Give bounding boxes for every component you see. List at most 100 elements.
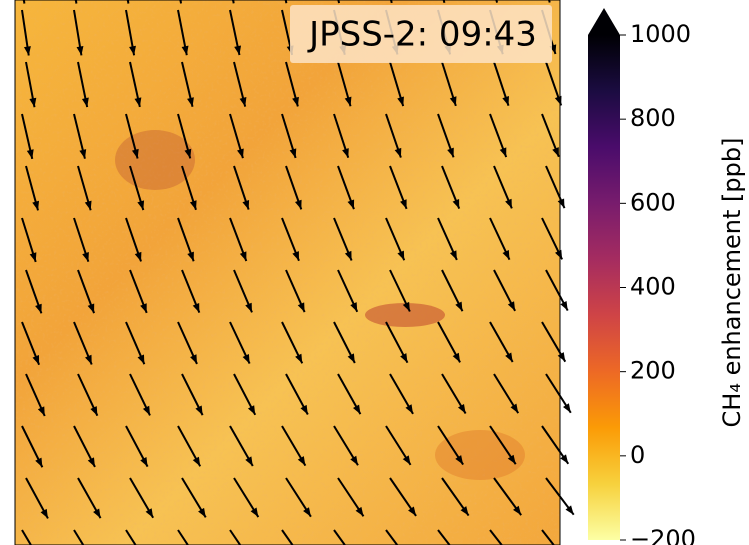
wind-arrow-head bbox=[245, 456, 253, 466]
wind-arrow-head bbox=[85, 354, 92, 365]
wind-arrow-head bbox=[87, 303, 95, 314]
wind-arrow-shaft bbox=[125, 529, 137, 545]
wind-arrow-head bbox=[397, 96, 404, 107]
colorbar: −200 0 200 400 600 800 1000 CH₄ enhancement [pp… bbox=[588, 8, 746, 545]
wind-arrow-head bbox=[513, 505, 522, 516]
wind-arrow-head bbox=[499, 147, 507, 158]
wind-arrow-head bbox=[552, 147, 559, 157]
wind-arrow-head bbox=[189, 200, 197, 210]
wind-arrow-shaft bbox=[333, 529, 347, 545]
wind-arrows bbox=[21, 0, 575, 545]
plume bbox=[435, 430, 525, 480]
wind-arrow-head bbox=[187, 97, 194, 107]
wind-arrow-head bbox=[22, 0, 26, 4]
colorbar-tick-label: −200 bbox=[630, 525, 696, 545]
wind-arrow-head bbox=[560, 300, 568, 311]
wind-arrow-head bbox=[87, 457, 95, 467]
wind-arrow-head bbox=[239, 251, 247, 262]
wind-arrow-head bbox=[284, 0, 287, 4]
wind-arrow-head bbox=[192, 456, 201, 467]
wind-arrow-head bbox=[292, 96, 299, 107]
wind-arrow-head bbox=[460, 506, 469, 516]
wind-arrow-head bbox=[452, 199, 460, 209]
wind-arrow-head bbox=[247, 405, 256, 415]
wind-arrow-head bbox=[140, 457, 148, 467]
annotation: JPSS-2: 09:43 bbox=[307, 15, 537, 55]
wind-arrow-head bbox=[397, 250, 405, 261]
wind-arrow-head bbox=[389, 0, 393, 3]
wind-arrow-head bbox=[502, 96, 509, 106]
wind-arrow-head bbox=[81, 97, 89, 108]
wind-arrow-shaft bbox=[489, 529, 503, 545]
wind-arrow-head bbox=[93, 508, 101, 519]
wind-arrow-head bbox=[234, 45, 242, 56]
wind-arrow-head bbox=[352, 404, 361, 415]
wind-arrow-head bbox=[557, 198, 565, 209]
wind-arrow-head bbox=[502, 250, 510, 260]
colorbar-extension bbox=[588, 8, 620, 35]
wind-arrow-head bbox=[565, 505, 574, 515]
wind-arrow-head bbox=[457, 403, 466, 414]
wind-arrow-head bbox=[245, 302, 252, 313]
plume bbox=[365, 303, 445, 327]
wind-arrow-head bbox=[350, 455, 358, 466]
wind-arrow-head bbox=[129, 45, 136, 56]
wind-arrow-head bbox=[455, 301, 463, 312]
map: JPSS-2: 09:43 bbox=[14, 0, 575, 545]
wind-arrow-head bbox=[400, 353, 408, 363]
wind-arrow-head bbox=[562, 403, 571, 413]
wind-arrow-head bbox=[74, 0, 78, 4]
wind-arrow-head bbox=[76, 45, 84, 56]
wind-arrow-head bbox=[402, 301, 410, 312]
wind-arrow-head bbox=[547, 0, 551, 3]
wind-arrow-head bbox=[300, 404, 308, 415]
colorbar-tick-label: 0 bbox=[630, 441, 645, 469]
wind-arrow-head bbox=[297, 456, 306, 466]
wind-arrow-head bbox=[242, 199, 250, 210]
wind-arrow-head bbox=[394, 147, 402, 158]
plume bbox=[115, 130, 195, 190]
wind-arrow-shaft bbox=[281, 529, 294, 545]
wind-arrow-head bbox=[90, 406, 98, 416]
wind-arrow-head bbox=[237, 148, 244, 159]
map-frame bbox=[14, 0, 561, 545]
wind-arrow-head bbox=[187, 251, 194, 262]
wind-arrow-head bbox=[29, 97, 37, 108]
wind-arrow-shaft bbox=[73, 529, 85, 545]
wind-arrow-head bbox=[303, 507, 311, 517]
wind-arrow-head bbox=[239, 97, 247, 107]
wind-arrow-head bbox=[23, 46, 31, 56]
wind-arrow-head bbox=[342, 148, 349, 158]
wind-arrow-head bbox=[250, 507, 259, 518]
wind-arrow-head bbox=[292, 251, 299, 261]
wind-arrow-head bbox=[35, 457, 43, 468]
wind-arrow-head bbox=[84, 200, 92, 211]
wind-arrow-head bbox=[297, 302, 305, 313]
wind-arrow-head bbox=[510, 403, 519, 414]
wind-arrow-head bbox=[452, 352, 461, 363]
wind-arrow-head bbox=[507, 301, 516, 311]
wind-arrow-head bbox=[347, 353, 355, 364]
wind-arrow-head bbox=[131, 148, 139, 159]
colorbar-gradient bbox=[588, 35, 620, 540]
wind-arrow-head bbox=[495, 0, 498, 3]
wind-arrow-head bbox=[400, 199, 407, 209]
wind-arrow-head bbox=[184, 148, 192, 159]
wind-arrow-head bbox=[289, 148, 297, 158]
wind-arrow-head bbox=[295, 353, 303, 364]
wind-arrow-head bbox=[35, 303, 42, 314]
wind-arrow-head bbox=[505, 352, 513, 363]
wind-arrow-head bbox=[32, 200, 40, 211]
wind-arrow-head bbox=[181, 45, 189, 56]
wind-arrow-head bbox=[442, 0, 445, 3]
colorbar-label: CH₄ enhancement [ppb] bbox=[718, 138, 746, 428]
wind-arrow-head bbox=[134, 251, 142, 262]
wind-arrow-head bbox=[347, 199, 355, 210]
wind-arrow-head bbox=[190, 354, 197, 364]
wind-arrow-head bbox=[294, 199, 302, 210]
wind-arrow-head bbox=[40, 508, 48, 519]
wind-arrow-head bbox=[137, 354, 145, 365]
wind-arrow-head bbox=[449, 250, 457, 260]
wind-arrow-shaft bbox=[177, 529, 190, 545]
